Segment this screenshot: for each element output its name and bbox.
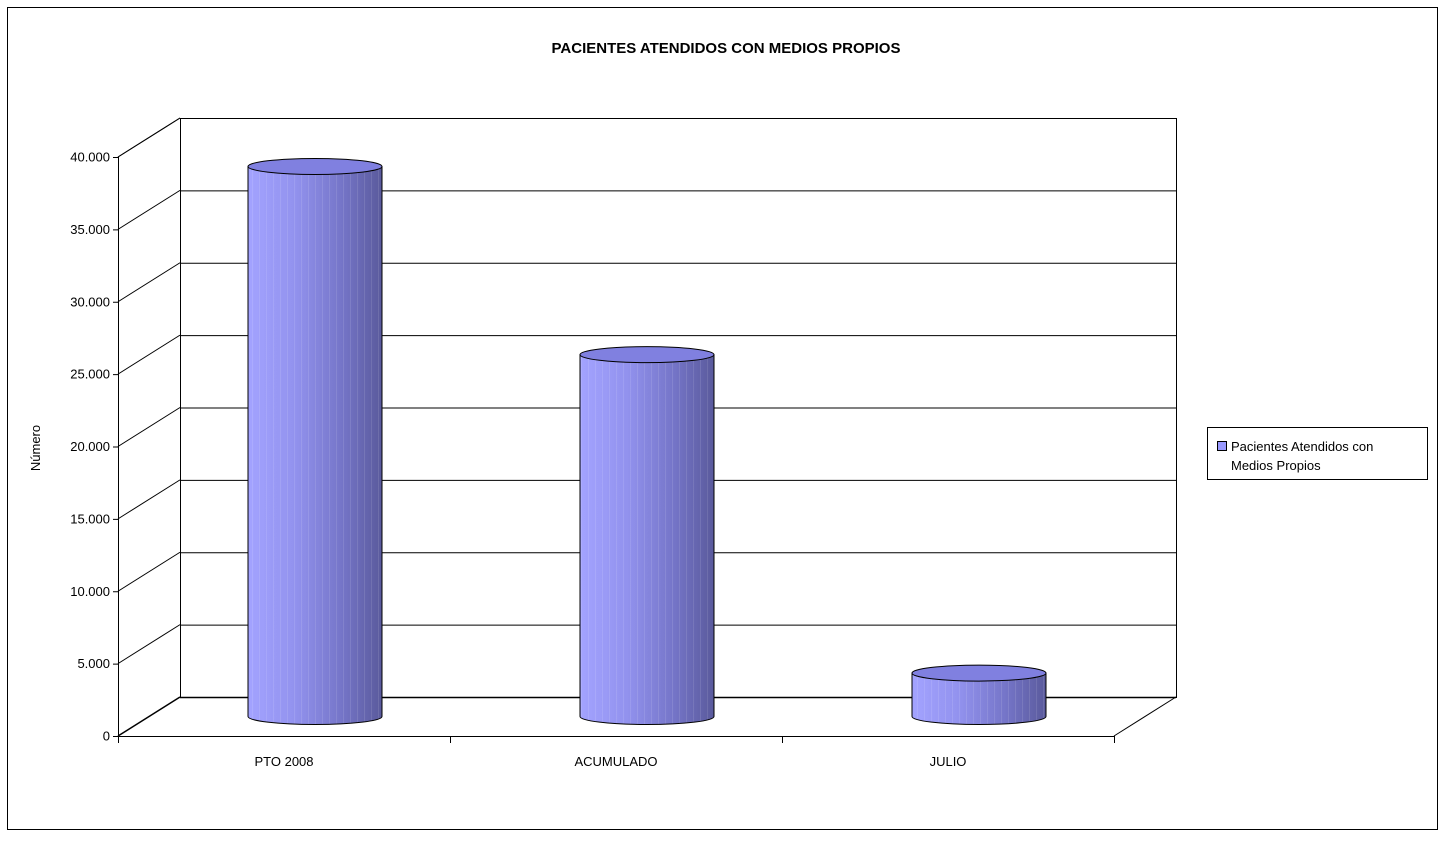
y-tick-label: 25.000	[70, 367, 110, 382]
gridline-side	[117, 334, 181, 375]
y-tick-label: 40.000	[70, 150, 110, 165]
bar-top-cap	[579, 346, 715, 364]
gridline-side	[117, 262, 181, 303]
bar-julio	[911, 664, 1047, 725]
y-tick-label: 5.000	[77, 656, 110, 671]
bar-acumulado	[579, 346, 715, 725]
bar-pto-2008	[247, 157, 383, 725]
y-tick-label: 10.000	[70, 584, 110, 599]
chart-title: PACIENTES ATENDIDOS CON MEDIOS PROPIOS	[552, 40, 901, 57]
gridline-side	[117, 624, 181, 665]
bar-body-texture	[248, 166, 382, 725]
floor-right-edge	[1113, 696, 1177, 737]
legend-label-line-1: Pacientes Atendidos con	[1231, 439, 1373, 454]
y-tick-label: 0	[103, 729, 110, 744]
legend-swatch	[1217, 441, 1227, 451]
gridline-side	[117, 407, 181, 447]
y-tick-label: 35.000	[70, 222, 110, 237]
bars	[247, 157, 1047, 725]
gridline-side	[117, 479, 181, 520]
gridline-side	[117, 551, 181, 592]
gridline-side	[117, 189, 181, 230]
axes	[113, 157, 1115, 743]
y-tick-label: 20.000	[70, 439, 110, 454]
bar-body-texture	[580, 354, 714, 725]
floor-left-edge	[117, 696, 181, 737]
bar-top-cap	[247, 157, 383, 175]
y-tick-label: 30.000	[70, 294, 110, 309]
bar-outline	[911, 672, 1047, 725]
gridline-side	[117, 117, 181, 158]
y-axis-label: Número	[28, 425, 43, 471]
legend-box	[1207, 427, 1428, 480]
y-tick-label: 15.000	[70, 511, 110, 526]
legend: Pacientes Atendidos con Medios Propios	[1207, 427, 1428, 480]
bar-body-texture	[912, 673, 1046, 725]
bar-outline	[579, 354, 715, 725]
y-tick-labels: 0 5.000 10.000 15.000 20.000 25.000 30.000 35.0…	[70, 150, 110, 744]
legend-label-line-2: Medios Propios	[1231, 458, 1321, 473]
chart-frame	[7, 7, 1438, 830]
bar-outline	[247, 165, 383, 725]
x-tick-label: ACUMULADO	[574, 754, 657, 769]
x-tick-label: PTO 2008	[254, 754, 313, 769]
x-tick-label: JULIO	[930, 754, 967, 769]
bar-top-cap	[911, 664, 1047, 682]
x-tick-labels: PTO 2008 ACUMULADO JULIO	[254, 754, 966, 769]
